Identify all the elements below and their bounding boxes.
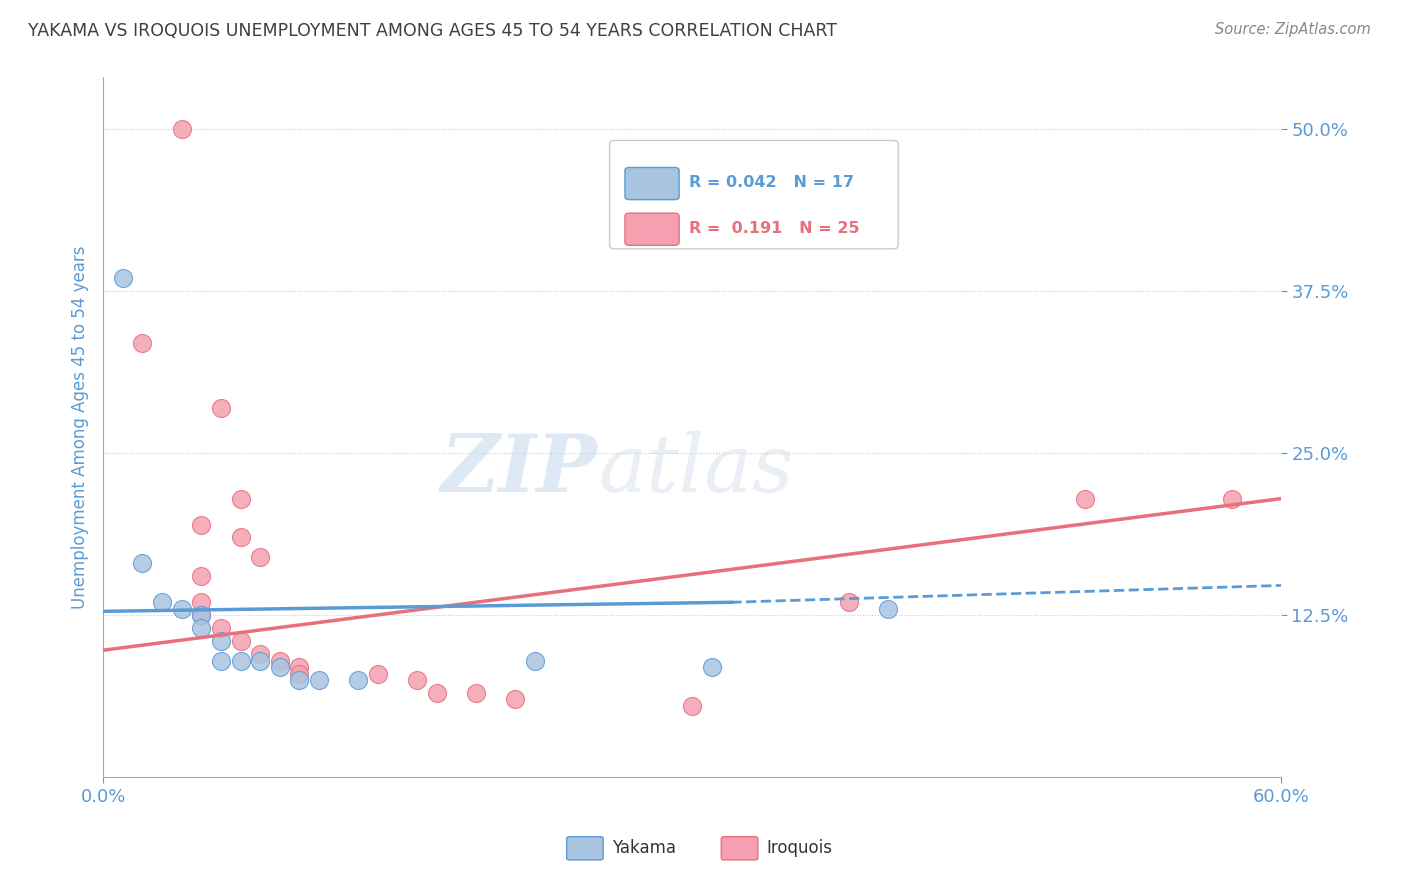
Text: Iroquois: Iroquois	[766, 839, 832, 857]
Text: ZIP: ZIP	[441, 431, 598, 508]
Text: R =  0.191   N = 25: R = 0.191 N = 25	[689, 221, 859, 236]
Text: atlas: atlas	[598, 431, 793, 508]
FancyBboxPatch shape	[624, 168, 679, 200]
Text: Yakama: Yakama	[612, 839, 676, 857]
FancyBboxPatch shape	[624, 213, 679, 245]
Text: Source: ZipAtlas.com: Source: ZipAtlas.com	[1215, 22, 1371, 37]
Text: YAKAMA VS IROQUOIS UNEMPLOYMENT AMONG AGES 45 TO 54 YEARS CORRELATION CHART: YAKAMA VS IROQUOIS UNEMPLOYMENT AMONG AG…	[28, 22, 837, 40]
Y-axis label: Unemployment Among Ages 45 to 54 years: Unemployment Among Ages 45 to 54 years	[72, 245, 89, 609]
FancyBboxPatch shape	[610, 140, 898, 249]
Text: R = 0.042   N = 17: R = 0.042 N = 17	[689, 176, 853, 190]
